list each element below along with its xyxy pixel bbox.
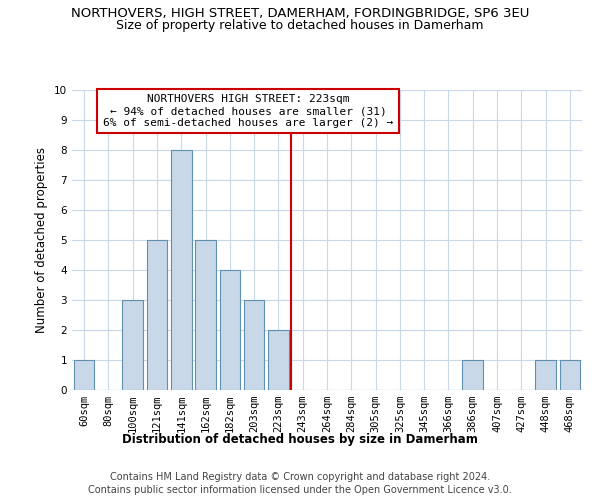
Bar xyxy=(74,360,94,390)
Bar xyxy=(195,240,216,390)
Bar xyxy=(171,150,191,390)
Bar xyxy=(122,300,143,390)
Text: NORTHOVERS, HIGH STREET, DAMERHAM, FORDINGBRIDGE, SP6 3EU: NORTHOVERS, HIGH STREET, DAMERHAM, FORDI… xyxy=(71,8,529,20)
Bar xyxy=(244,300,265,390)
Text: Size of property relative to detached houses in Damerham: Size of property relative to detached ho… xyxy=(116,19,484,32)
Bar xyxy=(220,270,240,390)
Bar xyxy=(535,360,556,390)
Bar xyxy=(268,330,289,390)
Text: Distribution of detached houses by size in Damerham: Distribution of detached houses by size … xyxy=(122,432,478,446)
Bar xyxy=(146,240,167,390)
Text: Contains public sector information licensed under the Open Government Licence v3: Contains public sector information licen… xyxy=(88,485,512,495)
Y-axis label: Number of detached properties: Number of detached properties xyxy=(35,147,49,333)
Text: Contains HM Land Registry data © Crown copyright and database right 2024.: Contains HM Land Registry data © Crown c… xyxy=(110,472,490,482)
Text: NORTHOVERS HIGH STREET: 223sqm
← 94% of detached houses are smaller (31)
6% of s: NORTHOVERS HIGH STREET: 223sqm ← 94% of … xyxy=(103,94,393,128)
Bar xyxy=(560,360,580,390)
Bar xyxy=(463,360,483,390)
